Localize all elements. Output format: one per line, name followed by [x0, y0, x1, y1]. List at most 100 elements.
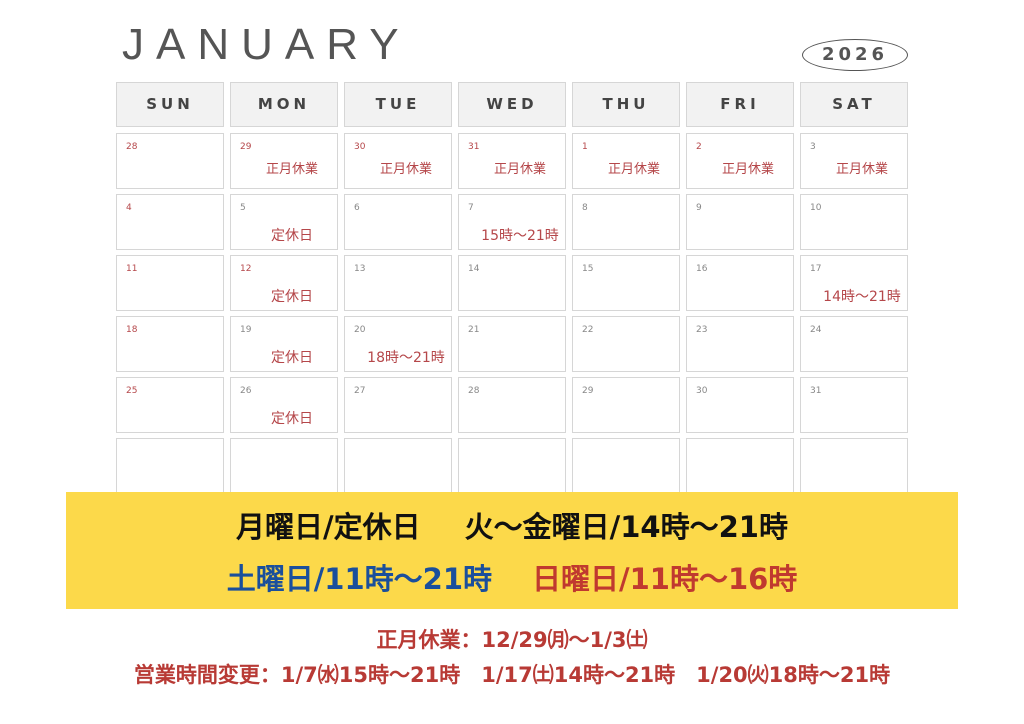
- weekday-hours: 火〜金曜日/14時〜21時: [464, 510, 788, 544]
- day-cell[interactable]: 2 正月休業: [686, 133, 794, 189]
- day-number: 2: [696, 142, 702, 152]
- day-cell[interactable]: 14: [458, 255, 566, 311]
- day-cell[interactable]: 15: [572, 255, 680, 311]
- day-cell[interactable]: 29 正月休業: [230, 133, 338, 189]
- day-cell[interactable]: 23: [686, 316, 794, 372]
- day-cell[interactable]: [230, 438, 338, 494]
- day-cell[interactable]: 18: [116, 316, 224, 372]
- day-cell[interactable]: 4: [116, 194, 224, 250]
- day-note: 正月休業: [721, 162, 774, 177]
- day-note: 定休日: [271, 411, 313, 427]
- day-number: 22: [582, 325, 594, 335]
- day-note: 定休日: [271, 228, 313, 244]
- day-number: 21: [468, 325, 480, 335]
- day-cell[interactable]: 6: [344, 194, 452, 250]
- day-note: 定休日: [271, 289, 313, 305]
- day-cell[interactable]: [800, 438, 908, 494]
- day-cell[interactable]: 20 18時〜21時: [344, 316, 452, 372]
- day-cell[interactable]: 10: [800, 194, 908, 250]
- day-cell[interactable]: 19 定休日: [230, 316, 338, 372]
- day-cell[interactable]: 13: [344, 255, 452, 311]
- day-cell[interactable]: 7 15時〜21時: [458, 194, 566, 250]
- sunday-hours: 日曜日/11時〜16時: [532, 562, 798, 596]
- day-number: 30: [696, 386, 708, 396]
- day-number: 16: [696, 264, 708, 274]
- day-cell[interactable]: 12 定休日: [230, 255, 338, 311]
- day-note: 定休日: [271, 350, 313, 366]
- day-number: 23: [696, 325, 708, 335]
- day-cell[interactable]: 22: [572, 316, 680, 372]
- day-number: 29: [582, 386, 594, 396]
- day-number: 28: [468, 386, 480, 396]
- saturday-hours: 土曜日/11時〜21時: [226, 562, 492, 596]
- day-cell[interactable]: [686, 438, 794, 494]
- day-cell[interactable]: 21: [458, 316, 566, 372]
- day-number: 18: [126, 325, 138, 335]
- weekday-header: THU: [572, 82, 680, 127]
- month-title: JANUARY: [122, 20, 411, 69]
- day-cell[interactable]: 24: [800, 316, 908, 372]
- day-cell[interactable]: 8: [572, 194, 680, 250]
- day-number: 13: [354, 264, 366, 274]
- day-number: 24: [810, 325, 822, 335]
- day-cell[interactable]: 30 正月休業: [344, 133, 452, 189]
- day-number: 4: [126, 203, 132, 213]
- day-note: 正月休業: [379, 162, 432, 177]
- day-cell[interactable]: [458, 438, 566, 494]
- day-note: 15時〜21時: [481, 228, 559, 244]
- day-cell[interactable]: 29: [572, 377, 680, 433]
- day-note: 18時〜21時: [367, 350, 445, 366]
- weekday-header: SUN: [116, 82, 224, 127]
- day-number: 28: [126, 142, 138, 152]
- day-cell[interactable]: [344, 438, 452, 494]
- day-number: 5: [240, 203, 246, 213]
- day-note: 正月休業: [607, 162, 660, 177]
- day-number: 27: [354, 386, 366, 396]
- calendar-grid: SUN MON TUE WED THU FRI SAT 28 29 正月休業 30 正月休業 31 正月休…: [116, 82, 908, 494]
- day-cell[interactable]: 28: [116, 133, 224, 189]
- day-number: 15: [582, 264, 594, 274]
- day-cell[interactable]: 28: [458, 377, 566, 433]
- day-number: 31: [810, 386, 822, 396]
- weekday-header: TUE: [344, 82, 452, 127]
- day-number: 9: [696, 203, 702, 213]
- day-number: 7: [468, 203, 474, 213]
- day-number: 31: [468, 142, 480, 152]
- day-cell[interactable]: 26 定休日: [230, 377, 338, 433]
- day-cell[interactable]: 9: [686, 194, 794, 250]
- day-cell[interactable]: 17 14時〜21時: [800, 255, 908, 311]
- day-number: 12: [240, 264, 252, 274]
- day-cell[interactable]: 11: [116, 255, 224, 311]
- day-number: 17: [810, 264, 822, 274]
- day-note: 正月休業: [835, 162, 888, 177]
- day-cell[interactable]: 31 正月休業: [458, 133, 566, 189]
- day-number: 19: [240, 325, 252, 335]
- hours-change-note: 営業時間変更：1/7㈬15時〜21時 1/17㈯14時〜21時 1/20㈫18時…: [133, 663, 891, 687]
- new-year-holiday-note: 正月休業：12/29㈪〜1/3㈯: [376, 628, 648, 652]
- day-cell[interactable]: 3 正月休業: [800, 133, 908, 189]
- weekday-header: MON: [230, 82, 338, 127]
- day-cell[interactable]: 25: [116, 377, 224, 433]
- day-number: 1: [582, 142, 588, 152]
- day-cell[interactable]: 27: [344, 377, 452, 433]
- day-number: 20: [354, 325, 366, 335]
- day-number: 10: [810, 203, 822, 213]
- day-number: 6: [354, 203, 360, 213]
- day-number: 26: [240, 386, 252, 396]
- weekday-header: FRI: [686, 82, 794, 127]
- day-cell[interactable]: 1 正月休業: [572, 133, 680, 189]
- hours-banner: 月曜日/定休日 火〜金曜日/14時〜21時 土曜日/11時〜21時 日曜日/11時〜…: [66, 492, 958, 609]
- day-note: 14時〜21時: [823, 289, 901, 305]
- day-note: 正月休業: [493, 162, 546, 177]
- day-number: 14: [468, 264, 480, 274]
- day-cell[interactable]: [116, 438, 224, 494]
- day-cell[interactable]: 5 定休日: [230, 194, 338, 250]
- day-cell[interactable]: 16: [686, 255, 794, 311]
- day-number: 30: [354, 142, 366, 152]
- day-number: 8: [582, 203, 588, 213]
- day-number: 3: [810, 142, 816, 152]
- day-cell[interactable]: 31: [800, 377, 908, 433]
- day-cell[interactable]: 30: [686, 377, 794, 433]
- day-cell[interactable]: [572, 438, 680, 494]
- monday-hours: 月曜日/定休日: [236, 510, 421, 544]
